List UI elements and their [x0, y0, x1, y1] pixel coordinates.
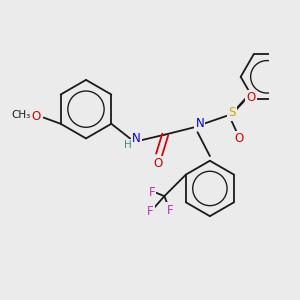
Text: O: O — [32, 110, 40, 123]
Text: O: O — [153, 157, 162, 170]
Text: F: F — [147, 205, 154, 218]
Text: N: N — [196, 116, 204, 130]
Text: CH₃: CH₃ — [12, 110, 31, 120]
Text: O: O — [235, 132, 244, 145]
Text: N: N — [132, 132, 141, 145]
Text: O: O — [246, 91, 255, 104]
Text: F: F — [167, 203, 174, 217]
Text: F: F — [149, 186, 155, 199]
Text: H: H — [124, 140, 131, 150]
Text: S: S — [229, 106, 236, 119]
